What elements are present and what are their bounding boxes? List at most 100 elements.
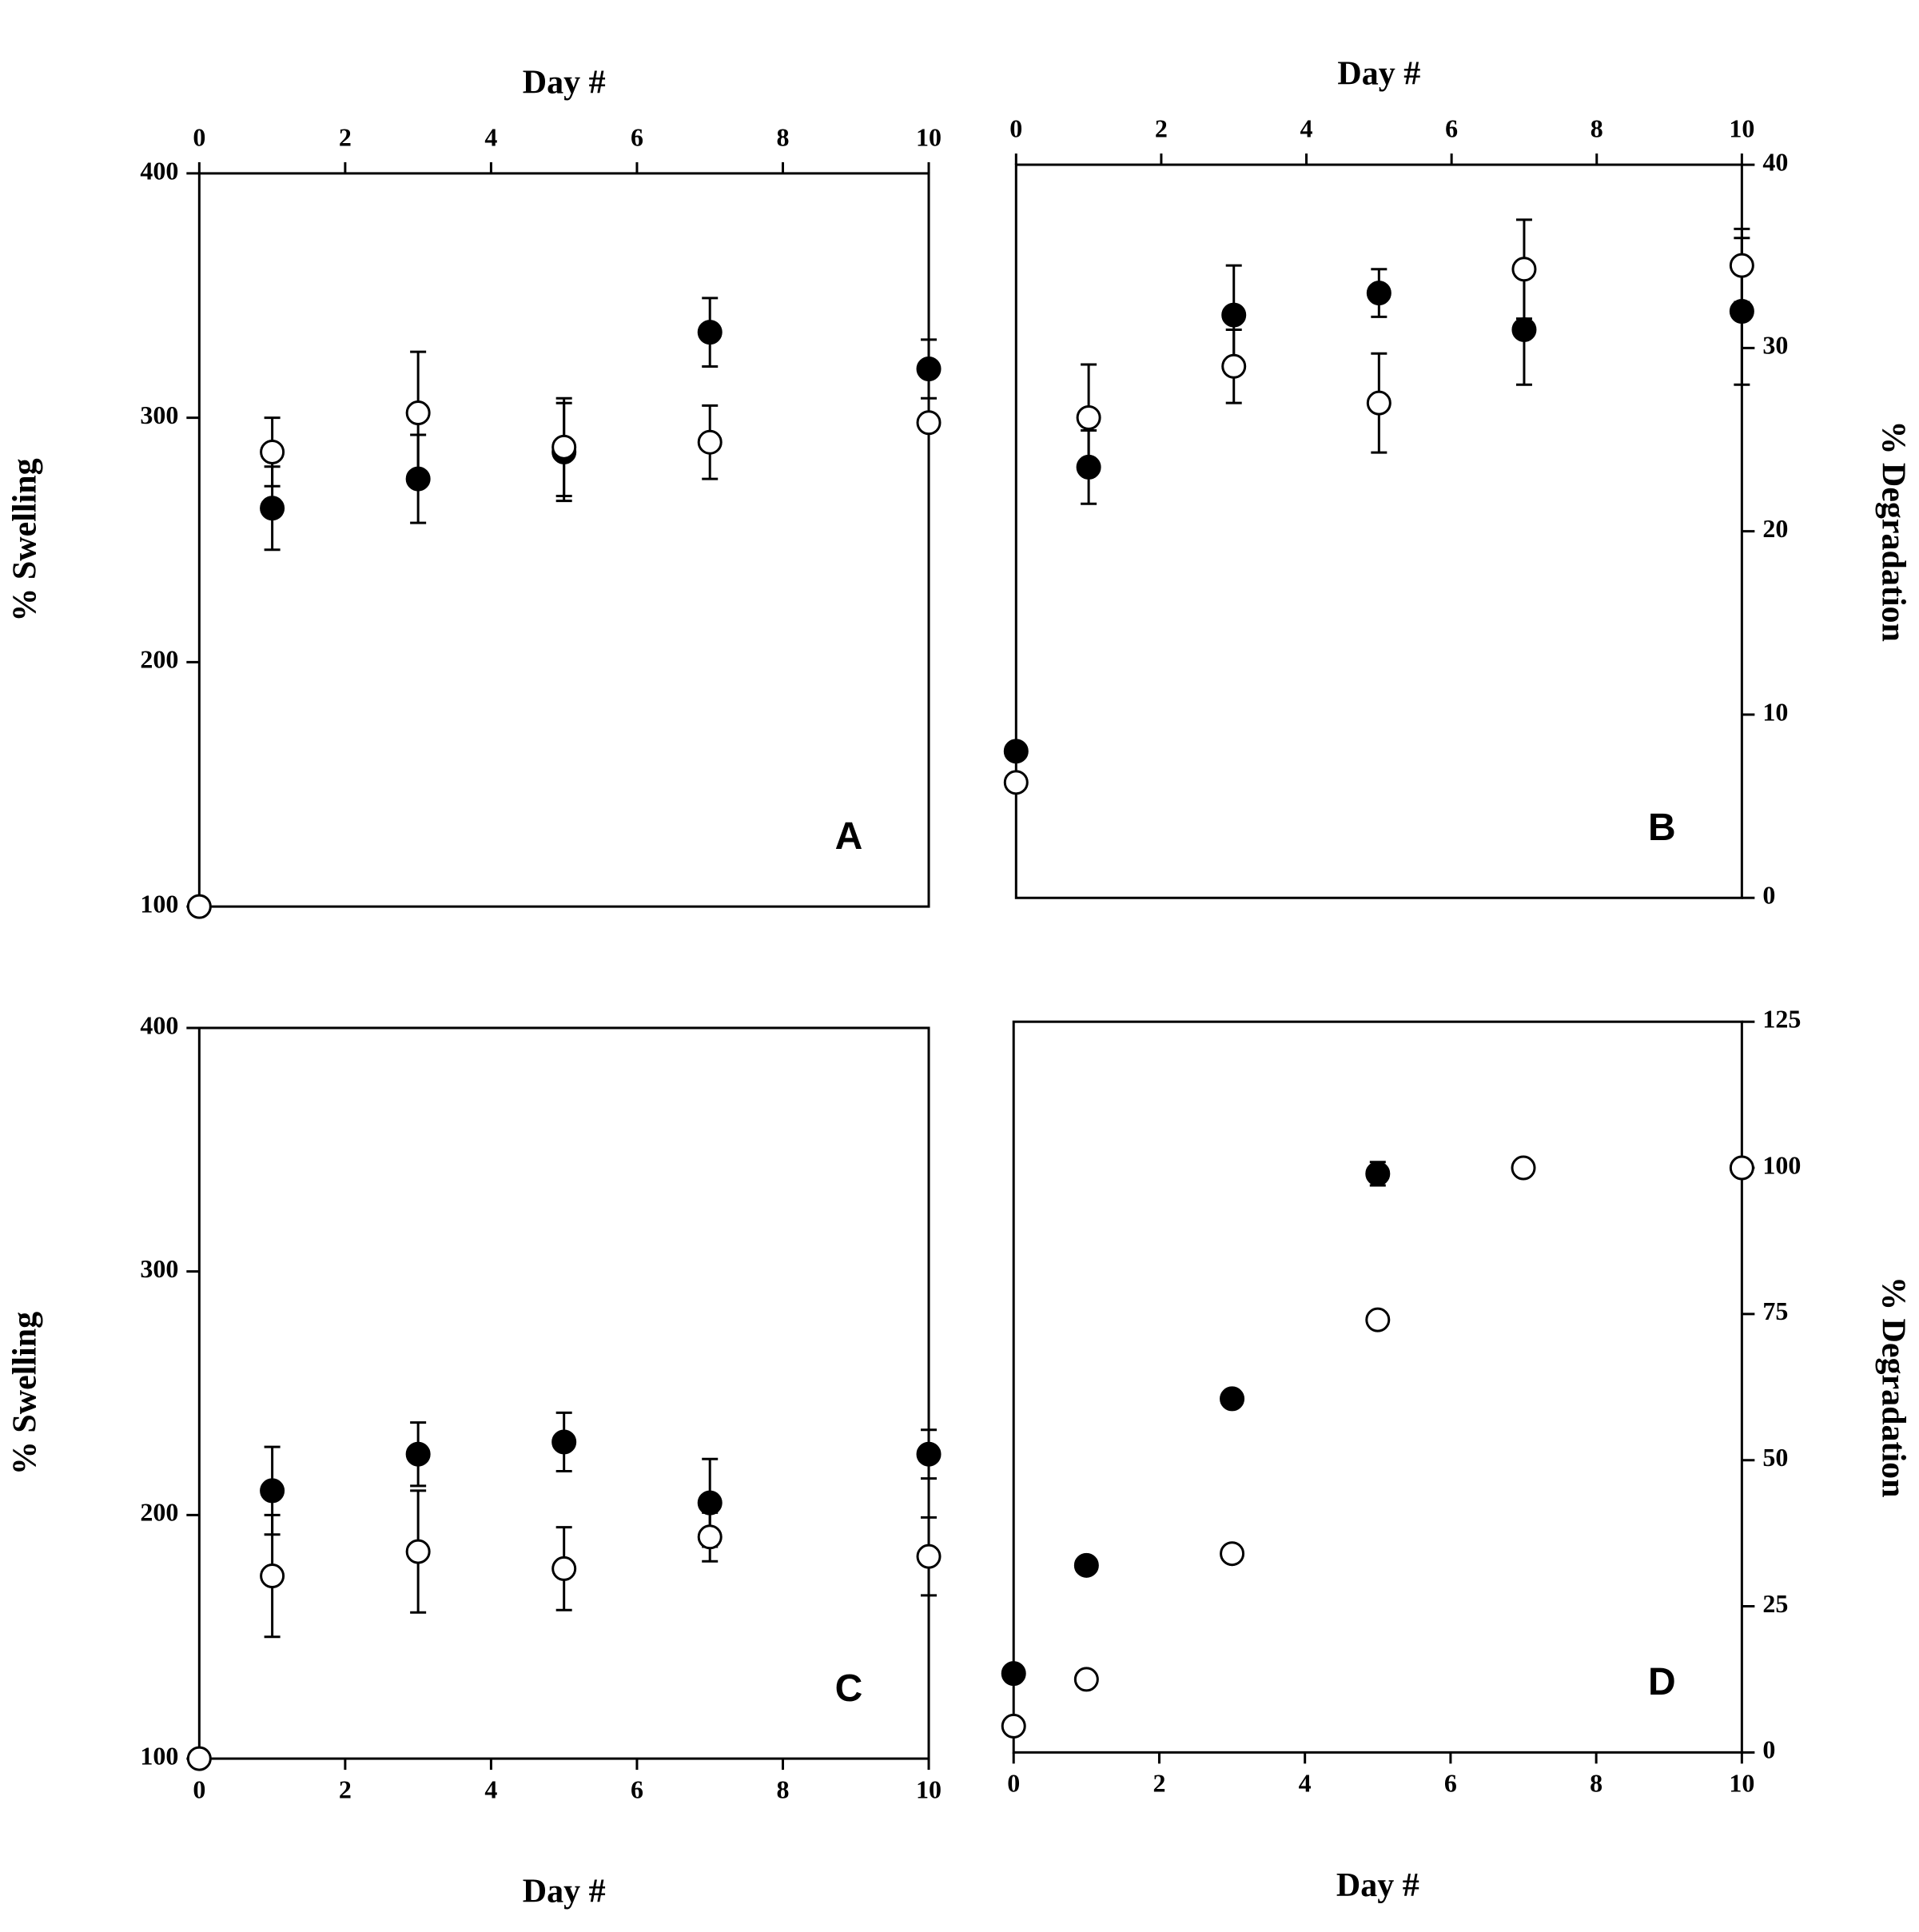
plot-frame: [1012, 1020, 1743, 1754]
x-tick-label: 8: [1591, 114, 1603, 142]
x-tick-label: 0: [193, 1775, 205, 1803]
y-tick-label: 75: [1762, 1297, 1788, 1325]
x-axis-title: Day #: [523, 1874, 606, 1910]
marker: [1366, 281, 1391, 306]
y-axis-title: % Swelling: [7, 458, 44, 621]
x-tick-label: 10: [916, 1775, 942, 1803]
y-axis-title: % Degradation: [1874, 1277, 1911, 1498]
y-tick-label: 100: [1762, 1150, 1801, 1179]
y-tick-label: 50: [1762, 1443, 1788, 1472]
marker: [1511, 1155, 1536, 1181]
marker: [1729, 1155, 1754, 1181]
marker: [405, 466, 431, 492]
x-tick-label: 0: [1007, 1769, 1020, 1798]
marker: [1001, 1661, 1026, 1687]
marker: [697, 320, 723, 345]
y-tick-label: 40: [1762, 147, 1788, 176]
y-axis-title: % Swelling: [7, 1312, 44, 1475]
marker: [405, 400, 431, 426]
marker: [1511, 317, 1537, 342]
marker: [1221, 302, 1247, 328]
x-tick-label: 4: [484, 122, 497, 151]
marker: [1076, 454, 1101, 480]
y-tick-label: 20: [1762, 514, 1788, 543]
y-tick-label: 200: [140, 645, 178, 674]
y-tick-label: 10: [1762, 697, 1788, 726]
plot-frame: [197, 1026, 930, 1760]
marker: [405, 1539, 431, 1564]
marker: [916, 410, 942, 436]
x-tick-label: 4: [484, 1775, 497, 1803]
marker: [697, 429, 723, 455]
x-tick-label: 4: [1300, 114, 1313, 142]
marker: [1366, 390, 1391, 416]
y-tick-label: 300: [140, 400, 178, 429]
marker: [1003, 739, 1029, 764]
x-tick-label: 0: [1009, 114, 1022, 142]
x-axis-title: Day #: [1337, 56, 1420, 93]
x-axis-title: Day #: [1336, 1867, 1419, 1904]
x-tick-label: 8: [1590, 1769, 1602, 1798]
marker: [916, 1544, 942, 1569]
y-tick-label: 100: [140, 1741, 178, 1770]
x-tick-label: 10: [1729, 1769, 1754, 1798]
marker: [1729, 253, 1754, 278]
marker: [551, 434, 577, 460]
marker: [916, 1441, 942, 1467]
marker: [1220, 1541, 1245, 1567]
marker: [1365, 1161, 1391, 1186]
x-tick-label: 8: [776, 122, 789, 151]
marker: [260, 1564, 285, 1589]
y-tick-label: 30: [1762, 331, 1788, 360]
marker: [1073, 1552, 1099, 1578]
x-tick-label: 2: [1153, 1769, 1165, 1798]
marker: [551, 1556, 577, 1581]
panel-label: A: [835, 815, 863, 858]
y-tick-label: 100: [140, 889, 178, 918]
plot-frame: [197, 172, 930, 908]
marker: [260, 439, 285, 464]
panel-label: C: [835, 1667, 863, 1710]
marker: [551, 1429, 577, 1455]
y-tick-label: 125: [1762, 1005, 1801, 1034]
x-axis-title: Day #: [523, 65, 606, 102]
marker: [1073, 1667, 1099, 1692]
panel-label: B: [1648, 807, 1676, 849]
y-tick-label: 0: [1762, 1735, 1775, 1764]
x-tick-label: 10: [1729, 114, 1754, 142]
marker: [1511, 257, 1537, 282]
y-axis-title: % Degradation: [1874, 420, 1911, 642]
y-tick-label: 200: [140, 1498, 178, 1527]
x-tick-label: 4: [1299, 1769, 1312, 1798]
x-tick-label: 2: [339, 1775, 352, 1803]
x-tick-label: 8: [776, 1775, 789, 1803]
marker: [405, 1441, 431, 1467]
x-tick-label: 6: [631, 122, 643, 151]
panel-label: D: [1648, 1661, 1676, 1703]
marker: [260, 496, 285, 521]
marker: [260, 1478, 285, 1504]
x-tick-label: 2: [339, 122, 352, 151]
marker: [1220, 1386, 1245, 1412]
x-tick-label: 0: [193, 122, 205, 151]
marker: [697, 1490, 723, 1516]
marker: [1001, 1713, 1026, 1739]
marker: [697, 1524, 723, 1550]
marker: [1003, 770, 1029, 795]
x-tick-label: 6: [1444, 1769, 1457, 1798]
y-tick-label: 300: [140, 1254, 178, 1283]
marker: [1729, 299, 1754, 325]
x-tick-label: 2: [1155, 114, 1168, 142]
x-tick-label: 10: [916, 122, 942, 151]
y-tick-label: 400: [140, 1010, 178, 1039]
marker: [916, 357, 942, 382]
x-tick-label: 6: [1445, 114, 1458, 142]
y-tick-label: 0: [1762, 881, 1775, 910]
marker: [1365, 1307, 1391, 1332]
y-tick-label: 25: [1762, 1589, 1788, 1618]
marker: [186, 1746, 212, 1771]
y-tick-label: 400: [140, 156, 178, 185]
marker: [186, 894, 212, 919]
marker: [1076, 405, 1101, 431]
